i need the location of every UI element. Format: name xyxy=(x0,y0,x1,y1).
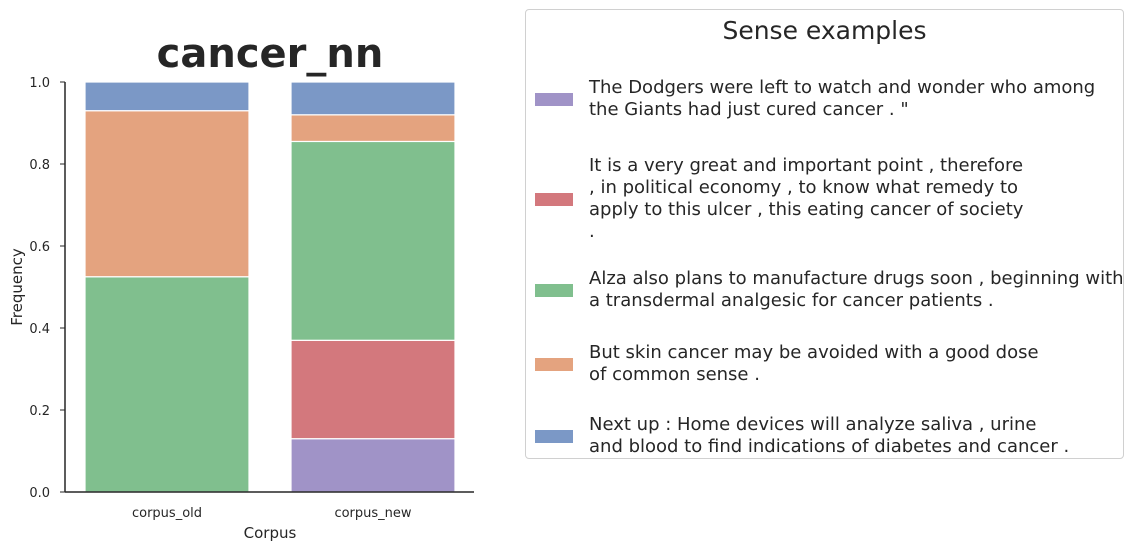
y-tick-label: 0.0 xyxy=(29,486,50,501)
bar-segment-corpus_old-3 xyxy=(84,110,250,278)
bar-segment-corpus_new-0 xyxy=(290,438,456,493)
legend-label: The Dodgers were left to watch and wonde… xyxy=(589,77,1096,120)
y-ticks-group: 0.0 0.2 0.4 0.6 0.8 1.0 xyxy=(29,76,65,501)
axes-group xyxy=(64,82,474,493)
legend-swatch xyxy=(535,283,573,297)
legend-title: Sense examples xyxy=(722,16,927,45)
bar-segment-corpus_new-2 xyxy=(290,140,456,341)
y-tick-label: 0.6 xyxy=(29,240,50,255)
x-axis-label: Corpus xyxy=(244,524,297,542)
legend-entry: Next up : Home devices will analyze sali… xyxy=(526,414,1123,458)
bar-segment-corpus_new-4 xyxy=(290,81,456,116)
legend-entry: It is a very great and important point ,… xyxy=(526,155,1123,243)
legend-swatch xyxy=(535,429,573,443)
y-tick-label: 0.8 xyxy=(29,158,50,173)
legend-swatch xyxy=(535,92,573,106)
legend-entry: But skin cancer may be avoided with a go… xyxy=(526,342,1123,386)
legend-label: But skin cancer may be avoided with a go… xyxy=(589,342,1039,385)
y-tick-label: 0.2 xyxy=(29,404,50,419)
x-ticks-group: corpus_old corpus_new xyxy=(132,506,412,521)
legend: Sense examples The Dodgers were left to … xyxy=(525,9,1124,459)
legend-label: It is a very great and important point ,… xyxy=(589,155,1024,242)
legend-label: Alza also plans to manufacture drugs soo… xyxy=(589,268,1124,311)
bar-segment-corpus_old-2 xyxy=(84,276,250,493)
chart-title: cancer_nn xyxy=(157,31,384,77)
legend-entry: Alza also plans to manufacture drugs soo… xyxy=(526,268,1124,312)
legend-entry: The Dodgers were left to watch and wonde… xyxy=(526,77,1123,121)
x-tick-label-corpus_old: corpus_old xyxy=(132,506,202,521)
legend-label: Next up : Home devices will analyze sali… xyxy=(589,414,1070,457)
y-axis-label: Frequency xyxy=(8,248,26,326)
stacked-bar-chart: cancer_nn 0.00.20.40.60.81.0 corpus_old c… xyxy=(8,31,474,542)
legend-swatch xyxy=(535,192,573,206)
x-tick-label-corpus_new: corpus_new xyxy=(334,506,411,521)
bar-segment-corpus_new-3 xyxy=(290,114,456,143)
legend-swatch xyxy=(535,357,573,371)
y-tick-label: 0.4 xyxy=(29,322,50,337)
bar-segment-corpus_old-4 xyxy=(84,81,250,112)
bar-segment-corpus_new-1 xyxy=(290,339,456,440)
y-tick-label: 1.0 xyxy=(29,76,50,91)
bars-group xyxy=(84,81,456,493)
